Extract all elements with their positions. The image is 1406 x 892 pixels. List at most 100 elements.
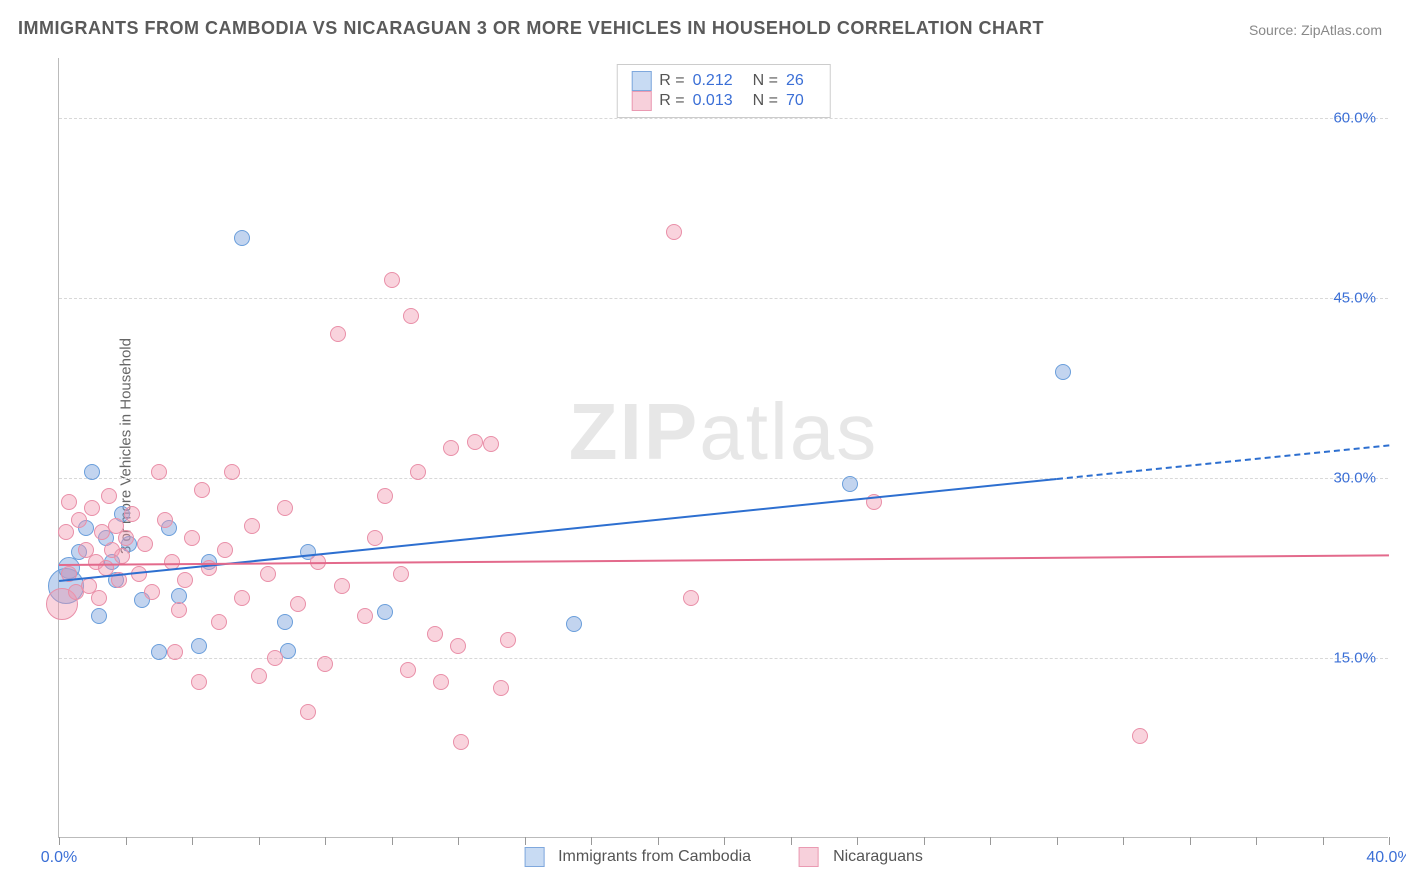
data-point (427, 626, 443, 642)
legend-stats: R =0.212 N =26 R =0.013 N =70 (616, 64, 831, 118)
data-point (234, 230, 250, 246)
data-point (191, 674, 207, 690)
x-tick (857, 837, 858, 845)
data-point (493, 680, 509, 696)
x-tick (924, 837, 925, 845)
data-point (144, 584, 160, 600)
data-point (400, 662, 416, 678)
watermark: ZIPatlas (569, 386, 878, 478)
gridline (59, 478, 1388, 479)
data-point (300, 704, 316, 720)
legend-swatch-0 (631, 71, 651, 91)
x-tick (59, 837, 60, 845)
data-point (157, 512, 173, 528)
data-point (443, 440, 459, 456)
data-point (1132, 728, 1148, 744)
data-point (171, 602, 187, 618)
legend-swatch-series-0 (524, 847, 544, 867)
data-point (334, 578, 350, 594)
x-tick (724, 837, 725, 845)
x-tick (1323, 837, 1324, 845)
data-point (357, 608, 373, 624)
legend-stats-row-0: R =0.212 N =26 (631, 71, 816, 91)
legend-swatch-1 (631, 91, 651, 111)
data-point (114, 548, 130, 564)
data-point (61, 494, 77, 510)
data-point (184, 530, 200, 546)
gridline (59, 658, 1388, 659)
x-tick (1256, 837, 1257, 845)
legend-label-1: Nicaraguans (833, 848, 923, 866)
y-tick-label: 15.0% (1333, 650, 1376, 667)
data-point (91, 608, 107, 624)
y-tick-label: 30.0% (1333, 470, 1376, 487)
data-point (234, 590, 250, 606)
x-tick (259, 837, 260, 845)
data-point (367, 530, 383, 546)
x-tick (392, 837, 393, 845)
x-tick (192, 837, 193, 845)
legend-series: Immigrants from Cambodia Nicaraguans (524, 847, 923, 867)
x-tick-label: 0.0% (41, 849, 77, 867)
data-point (71, 512, 87, 528)
y-tick-label: 45.0% (1333, 290, 1376, 307)
data-point (91, 590, 107, 606)
data-point (467, 434, 483, 450)
data-point (433, 674, 449, 690)
data-point (842, 476, 858, 492)
data-point (84, 500, 100, 516)
data-point (151, 644, 167, 660)
n-value-0: 26 (786, 72, 804, 90)
data-point (84, 464, 100, 480)
x-tick (525, 837, 526, 845)
data-point (211, 614, 227, 630)
x-tick (1389, 837, 1390, 845)
data-point (251, 668, 267, 684)
data-point (290, 596, 306, 612)
data-point (58, 524, 74, 540)
data-point (191, 638, 207, 654)
data-point (500, 632, 516, 648)
x-tick (1123, 837, 1124, 845)
plot-area: ZIPatlas R =0.212 N =26 R =0.013 N =70 I… (58, 58, 1388, 838)
legend-stats-row-1: R =0.013 N =70 (631, 91, 816, 111)
data-point (101, 488, 117, 504)
r-value-1: 0.013 (693, 92, 733, 110)
data-point (224, 464, 240, 480)
x-tick (325, 837, 326, 845)
data-point (177, 572, 193, 588)
data-point (566, 616, 582, 632)
legend-label-0: Immigrants from Cambodia (558, 848, 751, 866)
data-point (137, 536, 153, 552)
data-point (483, 436, 499, 452)
gridline (59, 118, 1388, 119)
legend-swatch-series-1 (799, 847, 819, 867)
x-tick (126, 837, 127, 845)
data-point (124, 506, 140, 522)
y-tick-label: 60.0% (1333, 110, 1376, 127)
x-tick-label: 40.0% (1366, 849, 1406, 867)
data-point (217, 542, 233, 558)
data-point (683, 590, 699, 606)
x-tick (990, 837, 991, 845)
data-point (453, 734, 469, 750)
x-tick (791, 837, 792, 845)
data-point (403, 308, 419, 324)
data-point (377, 488, 393, 504)
data-point (384, 272, 400, 288)
data-point (330, 326, 346, 342)
x-tick (658, 837, 659, 845)
data-point (167, 644, 183, 660)
data-point (260, 566, 276, 582)
gridline (59, 298, 1388, 299)
x-tick (458, 837, 459, 845)
x-tick (591, 837, 592, 845)
r-value-0: 0.212 (693, 72, 733, 90)
data-point (277, 614, 293, 630)
x-tick (1057, 837, 1058, 845)
data-point (118, 530, 134, 546)
data-point (317, 656, 333, 672)
data-point (666, 224, 682, 240)
data-point (194, 482, 210, 498)
data-point (393, 566, 409, 582)
